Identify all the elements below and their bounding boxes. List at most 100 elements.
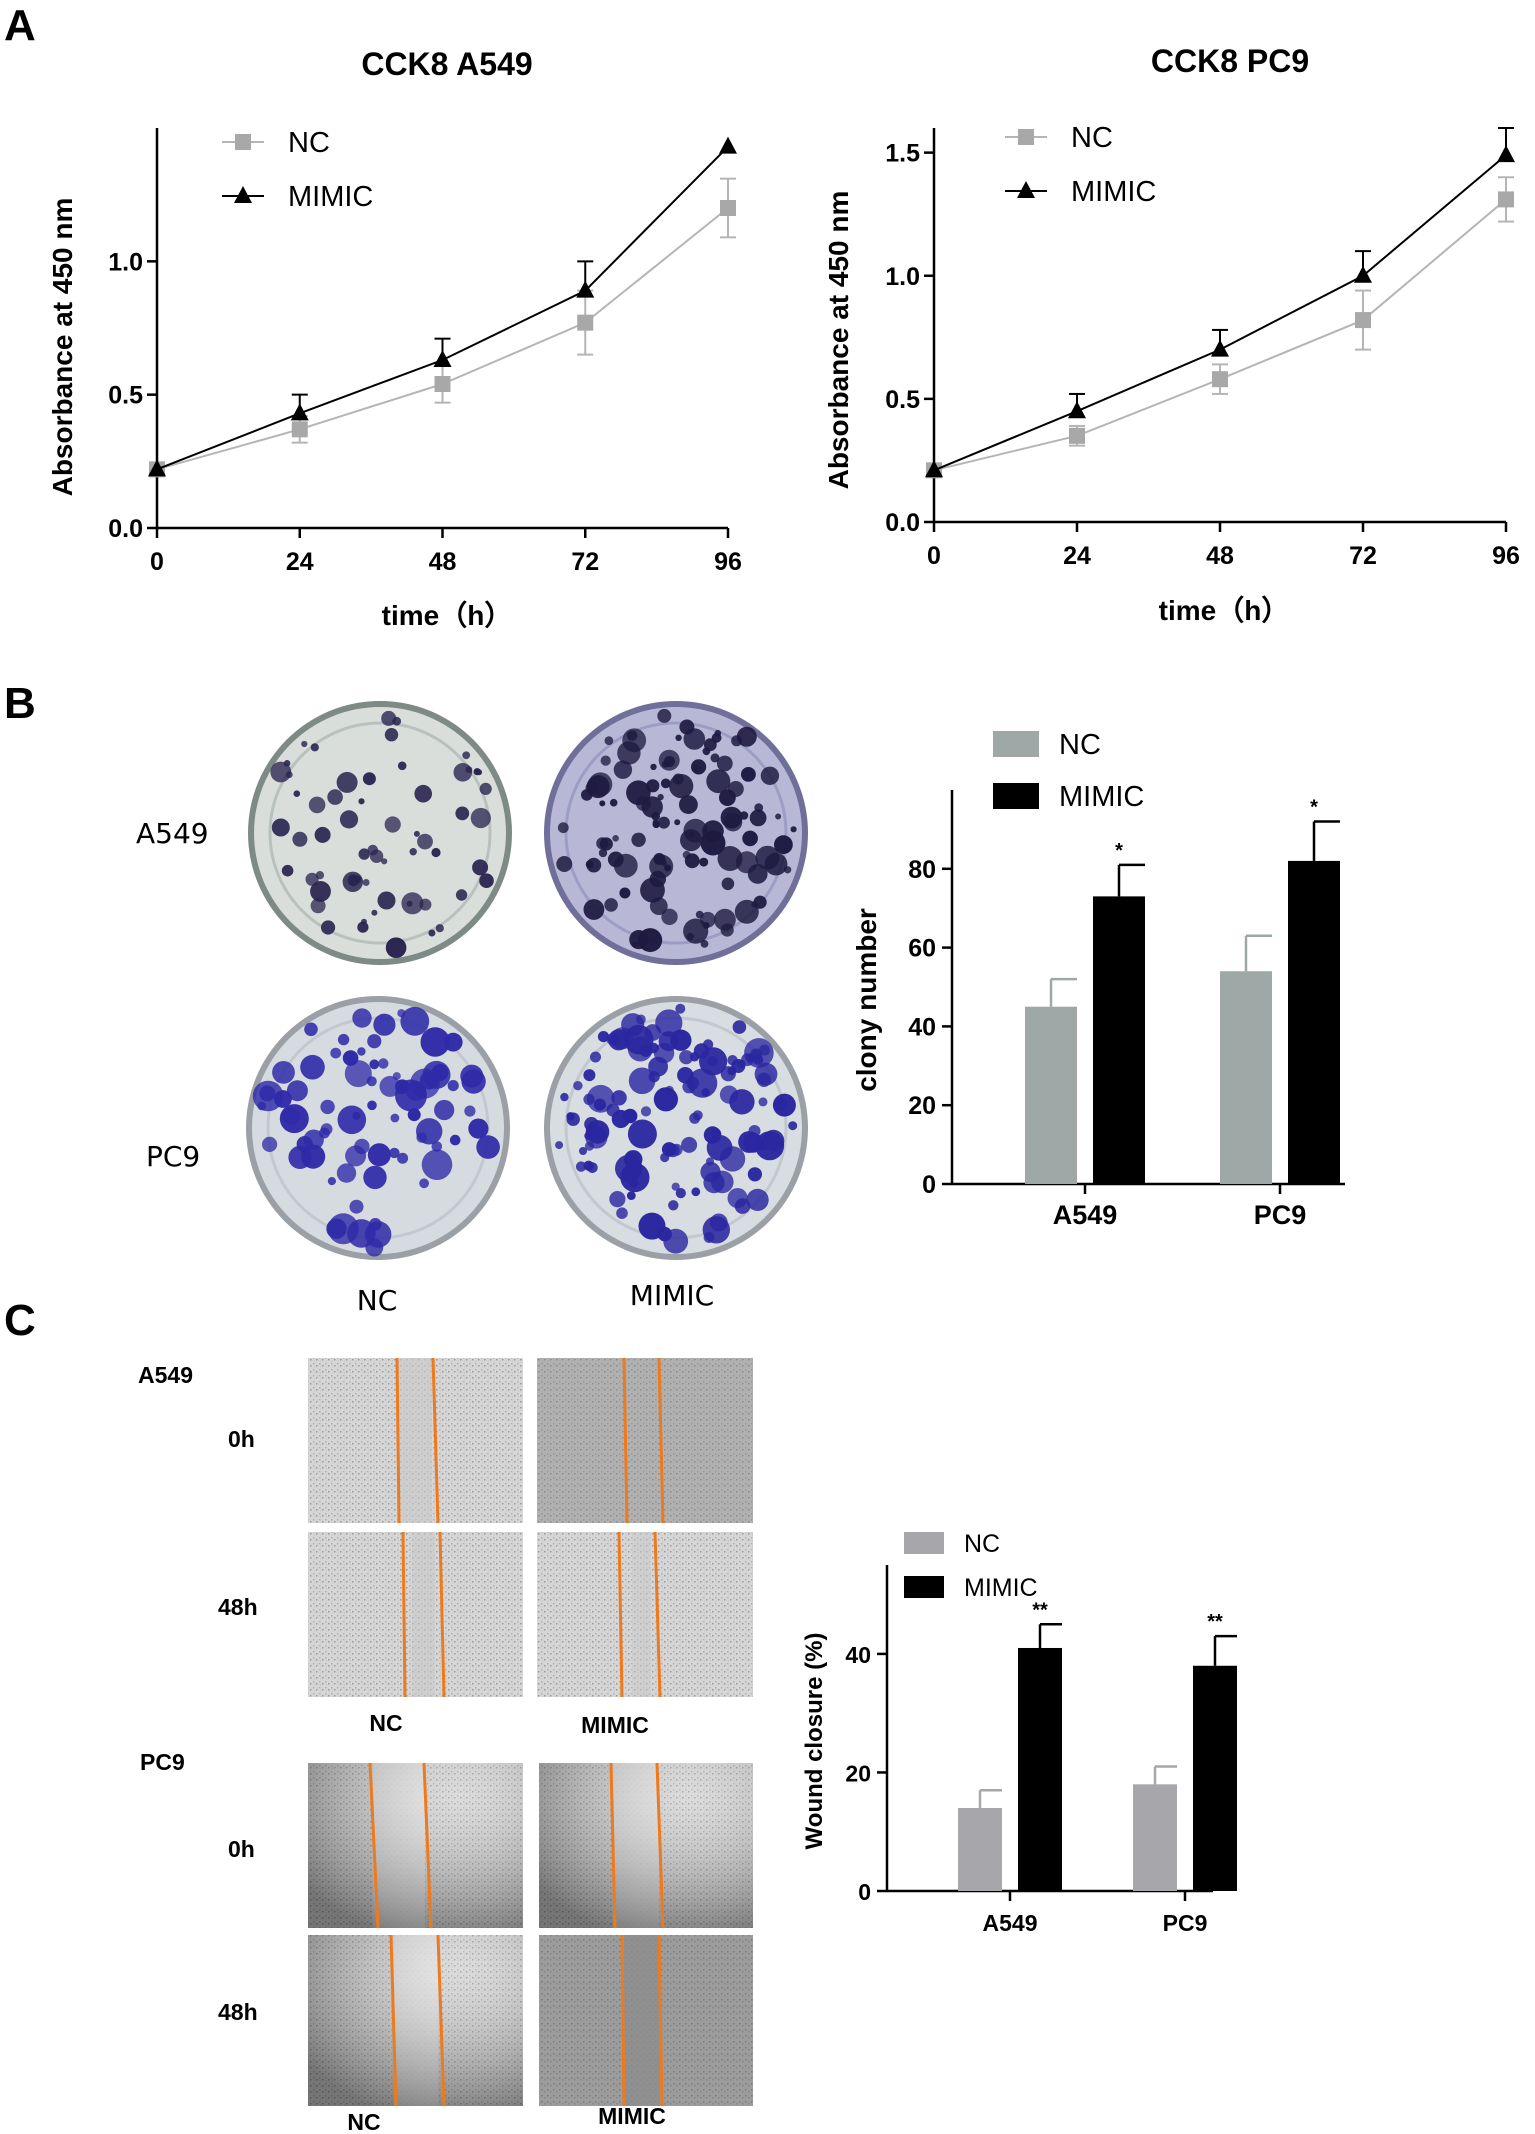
colony-spot — [687, 1068, 718, 1098]
legend-swatch-mimic — [993, 783, 1039, 809]
colony-spot — [743, 1132, 764, 1153]
bar-mimic-a549 — [1093, 896, 1145, 1184]
bar-mimic-a549 — [1018, 1647, 1062, 1891]
colony-spot — [679, 719, 695, 735]
colony-spot — [679, 1050, 694, 1065]
colony-spot — [344, 1060, 372, 1088]
colony-spot — [557, 822, 569, 834]
colony-spot — [600, 755, 611, 766]
wound-image-pc9-48h-nc — [308, 1934, 523, 2107]
y-tick-label: 20 — [908, 1092, 936, 1120]
colony-spot — [626, 730, 638, 741]
colony-spot — [401, 892, 424, 915]
legend-marker-mimic — [1017, 181, 1035, 198]
colony-spot — [758, 1097, 768, 1107]
plate-pc9-mimic — [544, 996, 808, 1260]
colony-spot — [746, 1188, 769, 1211]
colony-spot — [692, 765, 699, 772]
data-point-nc — [291, 421, 308, 438]
data-point-nc — [577, 314, 594, 331]
wound-image-pc9-0h-mimic — [539, 1762, 753, 1929]
colony-spot — [414, 784, 433, 803]
colony-spot — [681, 1136, 698, 1153]
wound-images: A549 0h 48h NC MIMIC PC9 0h 48h NC MIMIC — [138, 1357, 753, 2134]
wound-col-label: MIMIC — [581, 1712, 649, 1738]
y-tick-label: 40 — [845, 1642, 871, 1668]
x-tick-label: 48 — [429, 548, 457, 576]
colony-spot — [371, 909, 378, 916]
colony-spot — [747, 864, 768, 884]
colony-spot — [460, 1064, 484, 1088]
colony-spot — [431, 1141, 443, 1152]
colony-spot — [566, 1112, 580, 1126]
colony-spot — [744, 1038, 774, 1068]
colony-spot — [354, 1138, 370, 1155]
data-point-mimic — [719, 136, 737, 154]
x-tick-label: PC9 — [1163, 1910, 1208, 1936]
legend-marker-nc — [1018, 129, 1034, 145]
colony-spot — [579, 1147, 587, 1155]
colony-spot — [675, 1003, 686, 1014]
colony-spot — [755, 1131, 785, 1161]
colony-spot — [272, 1061, 295, 1084]
colony-spot — [270, 761, 292, 783]
colony-spot — [682, 850, 691, 859]
colony-spot — [305, 872, 319, 886]
colony-spot — [365, 1238, 384, 1257]
data-point-nc — [1069, 427, 1085, 444]
colony-spot — [710, 753, 720, 763]
colony-spot — [472, 859, 489, 876]
colony-spot — [421, 1149, 453, 1180]
colony-spot — [607, 851, 624, 868]
colony-spot — [310, 898, 326, 914]
colony-spot — [613, 760, 633, 779]
colony-spot — [720, 806, 743, 829]
data-point-mimic — [576, 280, 595, 298]
panel-letter-c: C — [4, 1296, 36, 1345]
colony-spot — [358, 798, 365, 805]
colony-spot — [585, 1126, 608, 1149]
chart-title: CCK8 A549 — [361, 46, 532, 82]
wound-col-label: MIMIC — [598, 2103, 666, 2129]
colony-spot — [657, 816, 670, 829]
colony-spot — [700, 830, 726, 856]
colony-spot — [716, 755, 733, 772]
colony-spot — [400, 1006, 430, 1036]
colony-spot — [636, 1014, 646, 1025]
y-tick-label: 60 — [908, 935, 936, 963]
colony-spot — [369, 1218, 382, 1231]
colony-spot — [555, 1141, 564, 1150]
significance-mark: ** — [1032, 1599, 1048, 1621]
colony-spot — [337, 1033, 350, 1046]
data-point-mimic — [1211, 339, 1229, 357]
wound-time-label: 48h — [218, 1594, 258, 1620]
colony-spot — [257, 1101, 267, 1111]
colony-spot — [609, 1191, 626, 1208]
colony-spot — [347, 1219, 376, 1248]
colony-spot — [367, 1034, 382, 1049]
colony-spot — [362, 879, 370, 886]
colony-spot — [301, 740, 308, 748]
colony-spot — [583, 1069, 596, 1082]
colony-spot — [760, 766, 780, 785]
colony-spot — [584, 1117, 599, 1132]
colony-spot — [758, 1044, 770, 1056]
chart-cck8-a549: CCK8 A549 Absorbance at 450 nm time（h） 0… — [47, 46, 742, 631]
colony-spot — [709, 1213, 728, 1232]
colony-spot — [468, 1118, 489, 1139]
x-tick-label: 96 — [714, 548, 742, 576]
wound-time-label: 0h — [228, 1426, 255, 1452]
x-tick-label: 96 — [1492, 542, 1520, 570]
y-axis-label: Wound closure (%) — [801, 1633, 828, 1850]
colony-spot — [283, 760, 291, 767]
colony-spot — [470, 807, 491, 829]
bar-nc-pc9 — [1133, 1784, 1177, 1891]
colony-spot — [293, 790, 301, 797]
colony-spot — [756, 1072, 772, 1088]
colony-spot — [330, 1047, 342, 1059]
colony-spot — [675, 1188, 686, 1199]
colony-spot — [706, 769, 731, 794]
colony-spot — [435, 924, 444, 933]
x-axis-label: time（h） — [1159, 594, 1290, 626]
colony-spot — [732, 1020, 747, 1034]
